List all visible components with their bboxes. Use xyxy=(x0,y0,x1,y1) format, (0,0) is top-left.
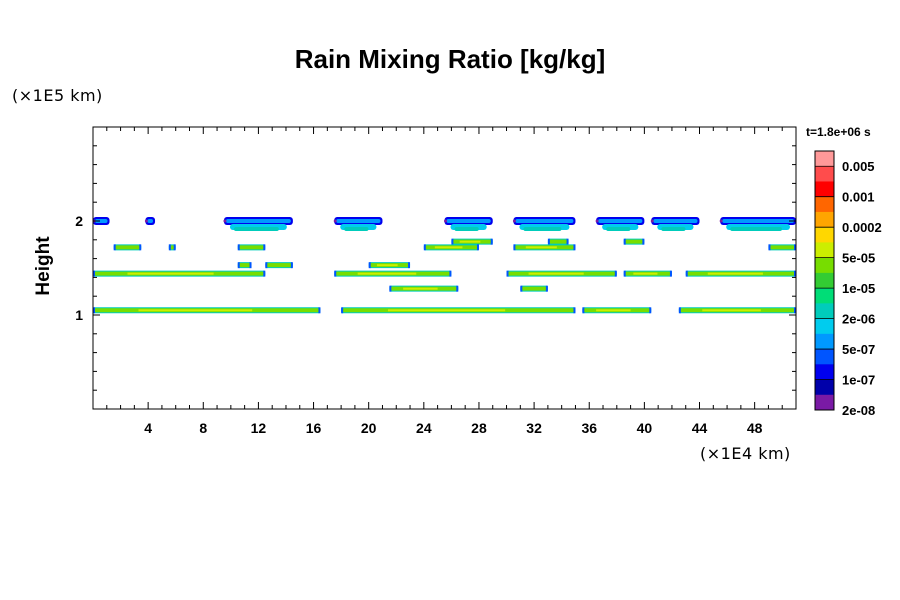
colorbar-label: 5e-07 xyxy=(842,342,875,357)
colorbar-swatch xyxy=(815,333,834,350)
contour-segment xyxy=(623,238,645,245)
y-axis-unit-label: (×1E5 km) xyxy=(12,86,103,105)
contour-segment xyxy=(685,270,796,277)
colorbar-swatch xyxy=(815,272,834,289)
colorbar-swatch xyxy=(815,211,834,228)
colorbar-swatch xyxy=(815,257,834,274)
contour-segment xyxy=(547,238,569,245)
contour-segment xyxy=(223,217,293,231)
contour-segment xyxy=(93,270,266,277)
colorbar-label: 5e-05 xyxy=(842,251,875,266)
contour-segment xyxy=(389,285,459,292)
contour-segment xyxy=(113,244,142,251)
contour-segment xyxy=(93,307,321,314)
colorbar-swatch xyxy=(815,196,834,213)
contour-segment xyxy=(678,307,796,314)
x-tick-label: 12 xyxy=(251,420,267,436)
x-tick-label: 32 xyxy=(526,420,542,436)
x-tick-label: 4 xyxy=(144,420,152,436)
contour-segment xyxy=(237,244,266,251)
x-tick-label: 28 xyxy=(471,420,487,436)
plot-frame xyxy=(92,126,797,410)
time-stamp-label: t=1.8e+06 s xyxy=(806,125,871,139)
contour-segment xyxy=(444,217,493,231)
contour-segment xyxy=(451,238,493,245)
contour-segment xyxy=(144,217,156,225)
contour-segment xyxy=(623,270,672,277)
x-axis-unit-label: (×1E4 km) xyxy=(700,444,791,463)
contour-segment xyxy=(582,307,652,314)
x-tick-label: 48 xyxy=(747,420,763,436)
contour-segment xyxy=(520,285,548,292)
x-tick-label: 20 xyxy=(361,420,377,436)
colorbar-swatch xyxy=(815,394,834,411)
contour-segment xyxy=(423,244,479,251)
contour-segment xyxy=(650,217,700,231)
contour-segment xyxy=(265,262,293,269)
contour-layers xyxy=(92,217,796,314)
colorbar-label: 0.005 xyxy=(842,159,875,174)
contour-segment xyxy=(506,270,617,277)
contour-segment xyxy=(237,262,252,269)
colorbar-label: 0.001 xyxy=(842,190,875,205)
colorbar-label: 1e-05 xyxy=(842,281,875,296)
x-tick-label: 24 xyxy=(416,420,432,436)
contour-segment xyxy=(768,244,796,251)
x-tick-label: 16 xyxy=(306,420,322,436)
contour-segment xyxy=(334,270,452,277)
colorbar-label: 1e-07 xyxy=(842,373,875,388)
colorbar-swatch xyxy=(815,364,834,381)
x-tick-label: 36 xyxy=(581,420,597,436)
y-tick-label: 2 xyxy=(75,213,83,229)
colorbar-swatch xyxy=(815,242,834,259)
contour-segment xyxy=(341,307,576,314)
colorbar-swatch xyxy=(815,379,834,396)
colorbar-label: 2e-06 xyxy=(842,312,875,327)
contour-segment xyxy=(719,217,796,231)
contour-segment xyxy=(168,244,176,251)
colorbar-swatch xyxy=(815,288,834,304)
x-tick-label: 8 xyxy=(199,420,207,436)
colorbar-swatch xyxy=(815,318,834,335)
x-axis: 4 8 12 16 20 24 28 32 36 40 44 48 xyxy=(106,127,783,436)
y-tick-label: 1 xyxy=(75,307,83,323)
colorbar-swatch xyxy=(815,227,834,243)
x-tick-label: 44 xyxy=(692,420,708,436)
chart-title: Rain Mixing Ratio [kg/kg] xyxy=(294,44,606,74)
colorbar-swatch xyxy=(815,166,834,182)
contour-segment xyxy=(595,217,645,231)
x-tick-label: 40 xyxy=(637,420,653,436)
colorbar-swatch xyxy=(815,151,834,167)
contour-segment xyxy=(368,262,411,269)
colorbar-label: 0.0002 xyxy=(842,220,882,235)
contour-segment xyxy=(333,217,383,231)
colorbar-label: 2e-08 xyxy=(842,403,875,418)
colorbar-swatch xyxy=(815,181,834,198)
colorbar-swatch xyxy=(815,349,834,365)
y-axis: 12 xyxy=(75,145,796,391)
contour-segment xyxy=(512,217,576,231)
contour-segment xyxy=(513,244,576,251)
colorbar-swatch xyxy=(815,303,834,320)
colorbar: 0.005 0.001 0.0002 5e-05 1e-05 2e-06 5e-07 1e-0… xyxy=(814,150,882,418)
